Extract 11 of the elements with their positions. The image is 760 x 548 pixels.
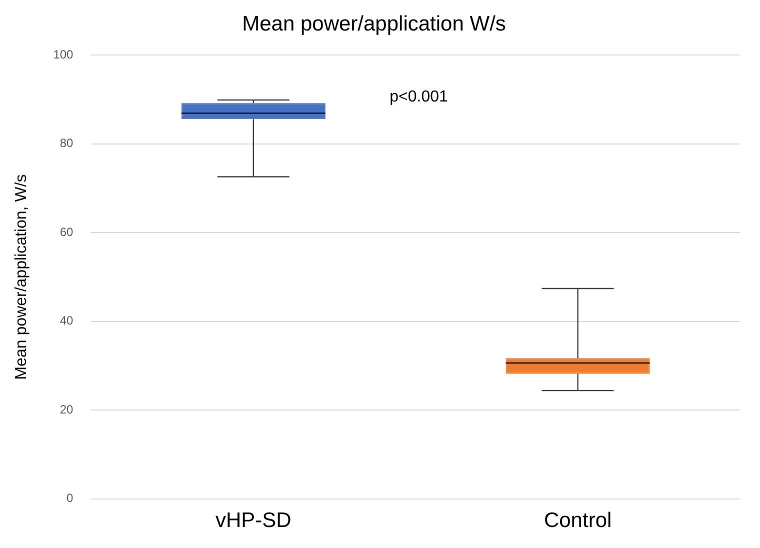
y-tick-label: 60 <box>60 224 74 239</box>
chart-title: Mean power/application W/s <box>242 12 506 36</box>
y-tick-label: 20 <box>60 402 74 416</box>
x-tick-label: vHP-SD <box>215 509 292 532</box>
x-tick-label: Control <box>544 509 612 532</box>
y-tick-label: 100 <box>53 48 74 62</box>
annotation: p<0.001 <box>390 88 448 106</box>
y-axis-title: Mean power/application, W/s <box>13 174 30 380</box>
y-tick-label: 0 <box>66 491 74 506</box>
y-tick-label: 40 <box>60 314 74 328</box>
y-tick-label: 80 <box>60 136 74 150</box>
